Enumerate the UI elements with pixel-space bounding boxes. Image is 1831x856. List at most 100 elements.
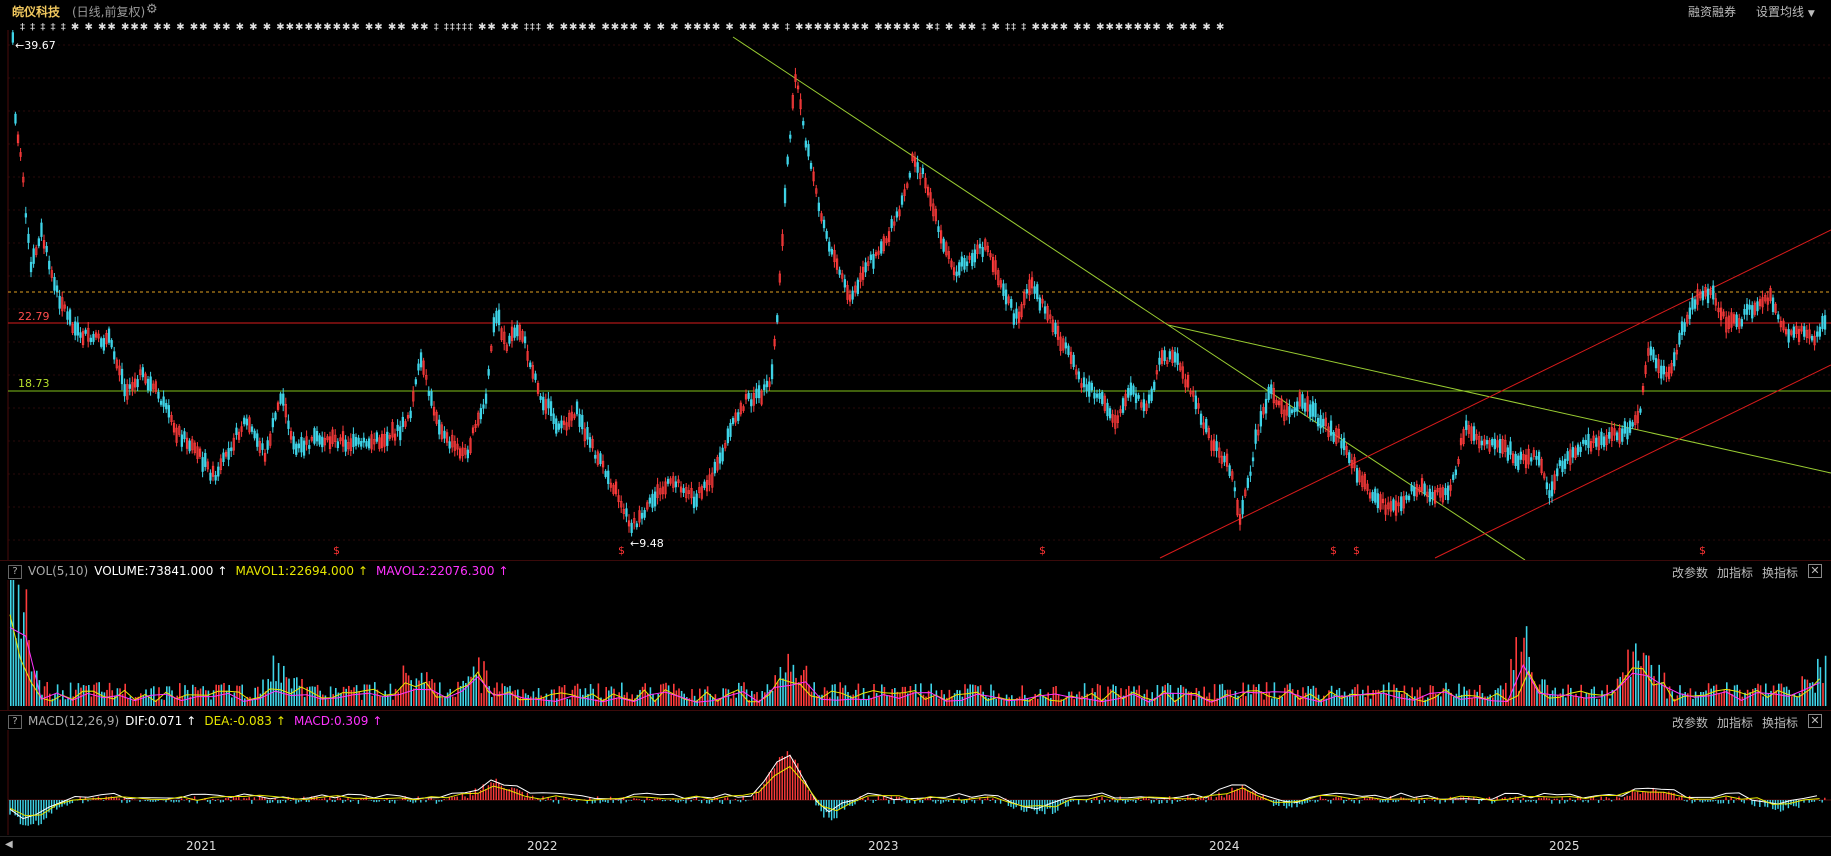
volume-bar — [795, 677, 797, 706]
candle-body — [68, 309, 72, 325]
volume-bar — [1247, 684, 1250, 706]
candle-body — [1345, 446, 1348, 455]
volume-bar — [303, 697, 306, 706]
volume-bar — [704, 689, 706, 706]
candle-body — [1072, 354, 1075, 367]
volume-bar — [1146, 689, 1148, 706]
volume-bar — [10, 580, 12, 706]
x-axis-label: 2023 — [868, 839, 899, 853]
change-params-button[interactable]: 改参数 — [1672, 566, 1709, 580]
candle-body — [432, 406, 436, 416]
volume-bar — [1453, 696, 1455, 706]
candle-body — [1270, 384, 1273, 394]
help-icon[interactable]: ? — [8, 714, 22, 729]
candle-body — [445, 432, 449, 443]
volume-bar — [972, 684, 974, 706]
close-icon[interactable]: ✕ — [1808, 714, 1822, 728]
candle-body — [1732, 314, 1736, 324]
candle-body — [760, 390, 763, 405]
candle-body — [419, 352, 423, 368]
candle-body — [289, 431, 293, 440]
volume-bar — [654, 699, 657, 706]
volume-bar — [1603, 694, 1606, 706]
candle-body — [1758, 299, 1762, 307]
candle-body — [1761, 297, 1764, 308]
volume-bar — [472, 666, 475, 706]
switch-indicator-button[interactable]: 换指标 — [1762, 566, 1799, 580]
candle-body — [716, 457, 719, 471]
candle-body — [555, 418, 558, 434]
candle-body — [1238, 514, 1242, 525]
candle-body — [1231, 471, 1234, 480]
volume-bar — [1336, 689, 1338, 706]
close-icon[interactable]: ✕ — [1808, 564, 1822, 578]
volume-bar — [1702, 691, 1705, 706]
volume-bar — [1442, 688, 1445, 706]
candle-body — [477, 412, 480, 426]
volume-bar — [769, 689, 771, 706]
volume-bar — [1700, 691, 1702, 706]
volume-bar — [277, 662, 280, 706]
candle-body — [864, 262, 867, 273]
volume-bar — [1375, 690, 1377, 706]
volume-bar — [782, 678, 784, 706]
candle-body — [742, 406, 745, 411]
ma-settings-button[interactable]: 设置均线 ▼ — [1756, 3, 1815, 20]
switch-indicator-button[interactable]: 换指标 — [1762, 716, 1799, 730]
candle-body — [401, 416, 405, 427]
volume-bar — [1658, 664, 1660, 706]
help-icon[interactable]: ? — [8, 564, 22, 579]
volume-bar — [225, 690, 228, 706]
price-chart[interactable] — [0, 0, 1831, 560]
candle-body — [1444, 488, 1447, 496]
candle-body — [999, 280, 1003, 288]
candle-body — [640, 512, 644, 519]
candle-body — [336, 441, 340, 449]
volume-bar — [1655, 683, 1658, 706]
volume-chart[interactable] — [0, 580, 1831, 710]
candle-body — [180, 434, 184, 447]
volume-bar — [774, 675, 776, 706]
candle-body — [461, 447, 464, 457]
candle-body — [232, 437, 236, 451]
candle-body — [815, 188, 818, 194]
volume-bar — [1531, 672, 1533, 706]
candle-body — [1132, 385, 1135, 395]
dollar-mark: $ — [618, 544, 625, 557]
candle-body — [1488, 440, 1491, 452]
volume-bar — [301, 678, 303, 706]
candle-body — [37, 238, 41, 247]
candle-body — [1379, 494, 1382, 510]
margin-trading-button[interactable]: 融资融券 — [1688, 5, 1737, 19]
candle-body — [549, 401, 553, 416]
add-indicator-button[interactable]: 加指标 — [1717, 566, 1754, 580]
candle-body — [1179, 363, 1182, 371]
volume-bar — [1811, 682, 1814, 706]
volume-bar — [933, 696, 935, 706]
candle-body — [1576, 444, 1580, 455]
candle-body — [297, 443, 301, 449]
volume-bar — [137, 696, 139, 706]
volume-bar — [621, 682, 623, 706]
candle-body — [245, 418, 249, 426]
add-indicator-button[interactable]: 加指标 — [1717, 716, 1754, 730]
volume-bar — [1463, 686, 1465, 706]
macd-chart[interactable] — [0, 730, 1831, 835]
candle-body — [1303, 402, 1307, 412]
candle-body — [1787, 329, 1790, 343]
chevron-left-icon[interactable]: ◀ — [5, 839, 13, 850]
candle-body — [154, 381, 158, 392]
candle-body — [334, 434, 337, 442]
volume-bar — [1533, 681, 1536, 706]
volume-bar — [699, 688, 701, 706]
volume-bar — [186, 689, 189, 706]
candle-body — [685, 487, 688, 499]
candle-body — [1691, 297, 1694, 310]
gear-icon[interactable]: ⚙ — [146, 2, 158, 17]
candle-body — [258, 441, 262, 453]
volume-bar — [969, 684, 971, 706]
volume-bar — [1544, 679, 1546, 706]
candle-body — [874, 252, 878, 257]
candle-body — [1613, 428, 1616, 436]
change-params-button[interactable]: 改参数 — [1672, 716, 1709, 730]
